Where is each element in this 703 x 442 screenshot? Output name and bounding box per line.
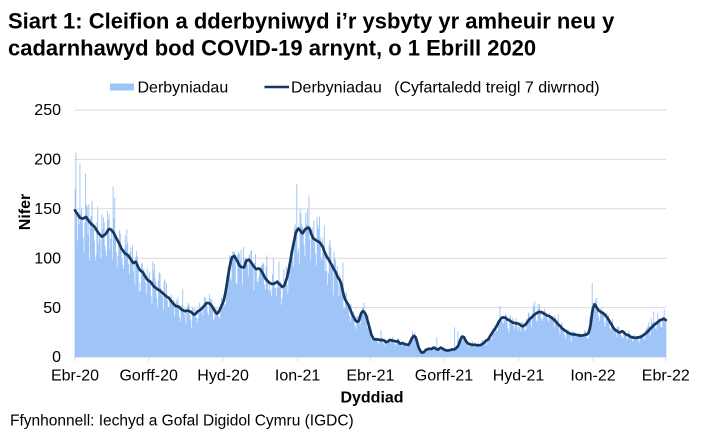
svg-text:50: 50 xyxy=(43,300,61,317)
svg-text:Dyddiad: Dyddiad xyxy=(340,389,403,406)
svg-text:100: 100 xyxy=(34,250,61,267)
svg-text:Derbyniadau: Derbyniadau xyxy=(138,80,229,97)
svg-text:Ffynhonnell: Iechyd a Gofal Di: Ffynhonnell: Iechyd a Gofal Digidol Cymr… xyxy=(10,413,354,430)
svg-text:0: 0 xyxy=(52,349,61,366)
svg-text:Ebr-20: Ebr-20 xyxy=(51,367,99,384)
svg-text:Ion-22: Ion-22 xyxy=(570,367,615,384)
svg-text:Ebr-21: Ebr-21 xyxy=(346,367,394,384)
svg-text:Derbyniadau (Cyfartaledd trei: Derbyniadau (Cyfartaledd treigl 7 diwrno… xyxy=(291,80,600,97)
svg-text:150: 150 xyxy=(34,201,61,218)
svg-text:200: 200 xyxy=(34,152,61,169)
svg-text:Ion-21: Ion-21 xyxy=(275,367,320,384)
svg-text:Gorff-21: Gorff-21 xyxy=(415,367,474,384)
svg-text:Siart 1: Cleifion a dderbyniwy: Siart 1: Cleifion a dderbyniwyd i’r ysby… xyxy=(8,9,615,34)
svg-text:Nifer: Nifer xyxy=(17,194,34,230)
svg-text:cadarnhawyd bod COVID-19 arnyn: cadarnhawyd bod COVID-19 arnynt, o 1 Ebr… xyxy=(8,36,536,61)
svg-text:250: 250 xyxy=(34,102,61,119)
svg-text:Hyd-20: Hyd-20 xyxy=(197,367,249,384)
svg-text:Ebr-22: Ebr-22 xyxy=(642,367,690,384)
svg-text:Hyd-21: Hyd-21 xyxy=(493,367,545,384)
svg-text:Gorff-20: Gorff-20 xyxy=(119,367,178,384)
